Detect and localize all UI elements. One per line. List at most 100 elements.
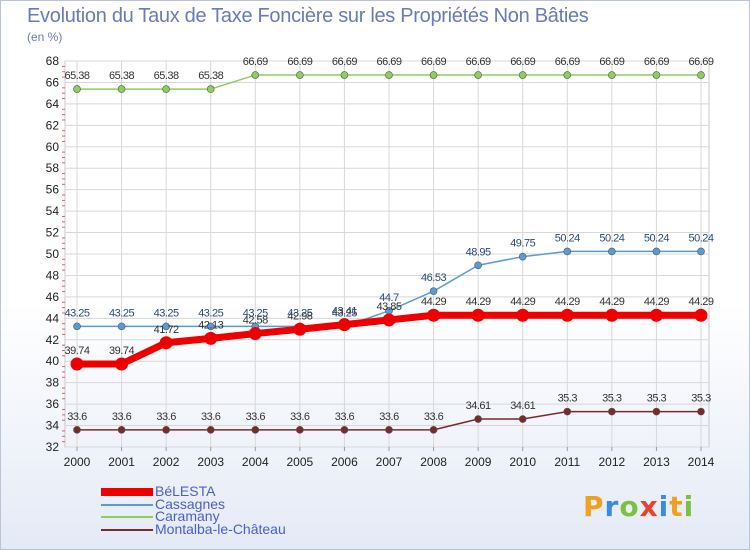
data-label: 44.29 xyxy=(555,296,580,308)
x-tick-label: 2000 xyxy=(64,455,91,469)
data-label: 33.6 xyxy=(112,411,132,423)
logo-letter: r xyxy=(604,490,620,523)
x-tick-label: 2007 xyxy=(376,455,403,469)
y-tick-label: 38 xyxy=(46,376,60,390)
data-point xyxy=(115,357,129,371)
data-point xyxy=(649,308,663,322)
legend-label: Montalba-le-Château xyxy=(155,520,286,537)
data-label: 43.41 xyxy=(332,306,357,318)
data-label: 35.3 xyxy=(602,393,622,405)
data-point xyxy=(516,308,530,322)
data-label: 35.3 xyxy=(691,393,711,405)
y-tick-label: 46 xyxy=(46,290,60,304)
data-point xyxy=(117,322,126,331)
data-point xyxy=(293,322,307,336)
data-point xyxy=(117,426,126,434)
y-tick-label: 44 xyxy=(46,311,60,325)
y-tick-label: 42 xyxy=(46,333,60,347)
data-point xyxy=(340,426,349,434)
y-tick-label: 36 xyxy=(46,397,60,411)
data-point xyxy=(429,426,438,434)
data-point xyxy=(206,322,215,331)
data-point xyxy=(248,327,262,341)
logo-letter: i xyxy=(658,490,670,523)
y-tick-label: 48 xyxy=(46,268,60,282)
legend-label: BéLESTA xyxy=(155,483,216,499)
y-tick-label: 40 xyxy=(46,354,60,368)
data-label: 33.6 xyxy=(201,411,221,423)
data-point xyxy=(162,322,170,331)
data-point xyxy=(296,426,304,434)
y-tick-label: 32 xyxy=(46,440,60,454)
data-label: 34.61 xyxy=(466,400,491,412)
data-label: 33.6 xyxy=(290,411,310,423)
data-point xyxy=(429,71,438,79)
data-label: 43.25 xyxy=(243,307,268,319)
y-tick-label: 66 xyxy=(46,75,60,89)
data-point xyxy=(429,287,438,296)
data-point xyxy=(652,247,661,256)
data-point xyxy=(162,426,170,434)
data-label: 49.75 xyxy=(510,238,535,250)
data-point xyxy=(385,71,393,79)
data-label: 50.24 xyxy=(555,232,580,244)
data-point xyxy=(608,71,616,79)
x-tick-label: 2006 xyxy=(331,455,358,469)
data-label: 33.6 xyxy=(156,411,176,423)
data-label: 33.6 xyxy=(67,411,87,423)
x-tick-label: 2009 xyxy=(465,455,492,469)
data-label: 33.6 xyxy=(246,411,266,423)
logo-letter: x xyxy=(639,490,659,523)
data-point xyxy=(697,407,705,416)
data-label: 44.29 xyxy=(599,296,624,308)
data-label: 34.61 xyxy=(510,400,535,412)
data-label: 43.25 xyxy=(198,307,223,319)
data-point xyxy=(474,261,482,270)
data-label: 44.29 xyxy=(688,296,713,308)
data-label: 42.13 xyxy=(198,319,223,331)
data-point xyxy=(518,71,527,79)
proxiti-logo: Proxiti xyxy=(583,490,694,523)
x-tick-label: 2008 xyxy=(420,455,447,469)
data-point xyxy=(474,415,482,423)
data-label: 43.25 xyxy=(154,307,179,319)
data-label: 66.69 xyxy=(243,56,268,68)
data-label: 43.25 xyxy=(109,307,134,319)
data-point xyxy=(382,313,396,327)
legend-label: Cassagnes xyxy=(155,495,226,512)
y-tick-label: 52 xyxy=(46,226,60,240)
data-label: 44.29 xyxy=(466,296,491,308)
logo-letter: t xyxy=(669,490,684,523)
data-label: 39.74 xyxy=(109,345,134,357)
data-label: 50.24 xyxy=(688,232,713,244)
data-point xyxy=(605,308,619,322)
y-tick-label: 54 xyxy=(46,204,60,218)
y-tick-label: 50 xyxy=(46,247,60,261)
data-label: 43.85 xyxy=(376,301,401,313)
data-label: 46.53 xyxy=(421,272,446,284)
data-point xyxy=(563,407,572,416)
logo-letter: o xyxy=(619,490,640,523)
data-point xyxy=(697,71,705,79)
data-label: 65.38 xyxy=(64,70,89,82)
data-point xyxy=(563,71,572,79)
x-tick-label: 2012 xyxy=(599,455,626,469)
data-label: 33.6 xyxy=(335,411,355,423)
data-point xyxy=(694,308,708,322)
data-label: 66.69 xyxy=(510,56,535,68)
data-point xyxy=(206,426,215,434)
data-point xyxy=(385,426,393,434)
data-label: 50.24 xyxy=(644,232,669,244)
data-point xyxy=(563,247,572,256)
data-label: 65.38 xyxy=(198,70,223,82)
data-label: 33.6 xyxy=(379,411,399,423)
data-label: 44.29 xyxy=(644,296,669,308)
logo-letter: i xyxy=(683,490,695,523)
data-point xyxy=(296,71,304,79)
data-point xyxy=(427,308,441,322)
legend-swatch xyxy=(101,528,153,531)
legend-swatch xyxy=(101,488,153,496)
data-label: 66.69 xyxy=(644,56,669,68)
